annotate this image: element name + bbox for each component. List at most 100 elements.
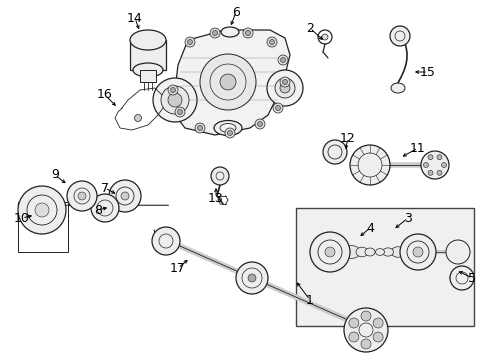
Circle shape: [177, 109, 182, 114]
Circle shape: [266, 37, 276, 47]
Circle shape: [274, 78, 294, 98]
Circle shape: [195, 123, 204, 133]
Circle shape: [18, 186, 66, 234]
Circle shape: [243, 28, 252, 38]
Circle shape: [309, 232, 349, 272]
Circle shape: [423, 162, 427, 167]
Text: 7: 7: [101, 181, 109, 194]
Circle shape: [220, 74, 236, 90]
Circle shape: [200, 54, 256, 110]
Ellipse shape: [382, 248, 393, 256]
Circle shape: [212, 31, 217, 36]
Circle shape: [436, 170, 441, 175]
Circle shape: [209, 28, 220, 38]
Circle shape: [372, 332, 382, 342]
Circle shape: [121, 192, 129, 200]
Ellipse shape: [130, 30, 165, 50]
Circle shape: [449, 266, 473, 290]
Circle shape: [35, 203, 49, 217]
Circle shape: [254, 119, 264, 129]
Circle shape: [269, 40, 274, 45]
Polygon shape: [172, 30, 289, 135]
Ellipse shape: [214, 121, 242, 135]
Circle shape: [184, 37, 195, 47]
Text: 16: 16: [97, 89, 113, 102]
Circle shape: [187, 40, 192, 45]
Text: 5: 5: [467, 271, 475, 284]
Circle shape: [323, 140, 346, 164]
Text: 2: 2: [305, 22, 313, 35]
Text: 1: 1: [305, 293, 313, 306]
Circle shape: [91, 194, 119, 222]
Circle shape: [247, 274, 256, 282]
Ellipse shape: [390, 83, 404, 93]
Text: 10: 10: [14, 211, 30, 225]
Circle shape: [420, 151, 448, 179]
Text: 15: 15: [419, 66, 435, 78]
Circle shape: [343, 308, 387, 352]
Circle shape: [266, 70, 303, 106]
Circle shape: [245, 31, 250, 36]
Text: 13: 13: [208, 192, 224, 204]
Circle shape: [210, 167, 228, 185]
Ellipse shape: [133, 63, 163, 77]
Circle shape: [161, 86, 189, 114]
Circle shape: [275, 105, 280, 111]
Circle shape: [227, 130, 232, 135]
Text: 6: 6: [232, 5, 240, 18]
Circle shape: [427, 155, 432, 160]
Circle shape: [282, 80, 287, 85]
Circle shape: [441, 162, 446, 167]
Circle shape: [168, 93, 182, 107]
Circle shape: [436, 155, 441, 160]
Text: 3: 3: [403, 211, 411, 225]
Circle shape: [168, 85, 178, 95]
Bar: [18, 202, 68, 252]
Circle shape: [348, 332, 358, 342]
Circle shape: [360, 339, 370, 349]
Circle shape: [280, 77, 289, 87]
Circle shape: [236, 262, 267, 294]
Ellipse shape: [221, 27, 239, 37]
Ellipse shape: [364, 248, 374, 256]
Text: 17: 17: [170, 261, 185, 274]
Circle shape: [67, 181, 97, 211]
Circle shape: [78, 192, 86, 200]
Circle shape: [349, 145, 389, 185]
Circle shape: [321, 34, 327, 40]
Ellipse shape: [375, 249, 384, 255]
Text: 9: 9: [51, 168, 59, 181]
Circle shape: [280, 58, 285, 63]
Circle shape: [325, 247, 334, 257]
Ellipse shape: [343, 246, 359, 258]
Circle shape: [412, 247, 422, 257]
Circle shape: [134, 114, 141, 122]
Circle shape: [445, 240, 469, 264]
Circle shape: [224, 128, 235, 138]
Circle shape: [272, 103, 283, 113]
Circle shape: [175, 107, 184, 117]
Bar: [140, 70, 156, 82]
Text: 8: 8: [94, 203, 102, 216]
Circle shape: [153, 78, 197, 122]
Text: 4: 4: [366, 221, 373, 234]
Circle shape: [399, 234, 435, 270]
Circle shape: [109, 180, 141, 212]
Bar: [130, 40, 165, 70]
Circle shape: [152, 227, 180, 255]
Text: 12: 12: [340, 131, 355, 144]
Circle shape: [372, 318, 382, 328]
Text: 11: 11: [409, 141, 425, 154]
Bar: [295, 208, 473, 326]
Circle shape: [170, 87, 175, 93]
Circle shape: [257, 122, 262, 126]
Ellipse shape: [355, 247, 367, 257]
Circle shape: [427, 170, 432, 175]
Circle shape: [197, 126, 202, 130]
Circle shape: [348, 318, 358, 328]
Circle shape: [278, 55, 287, 65]
Text: 14: 14: [127, 12, 142, 24]
Circle shape: [389, 26, 409, 46]
Circle shape: [360, 311, 370, 321]
Circle shape: [280, 83, 289, 93]
